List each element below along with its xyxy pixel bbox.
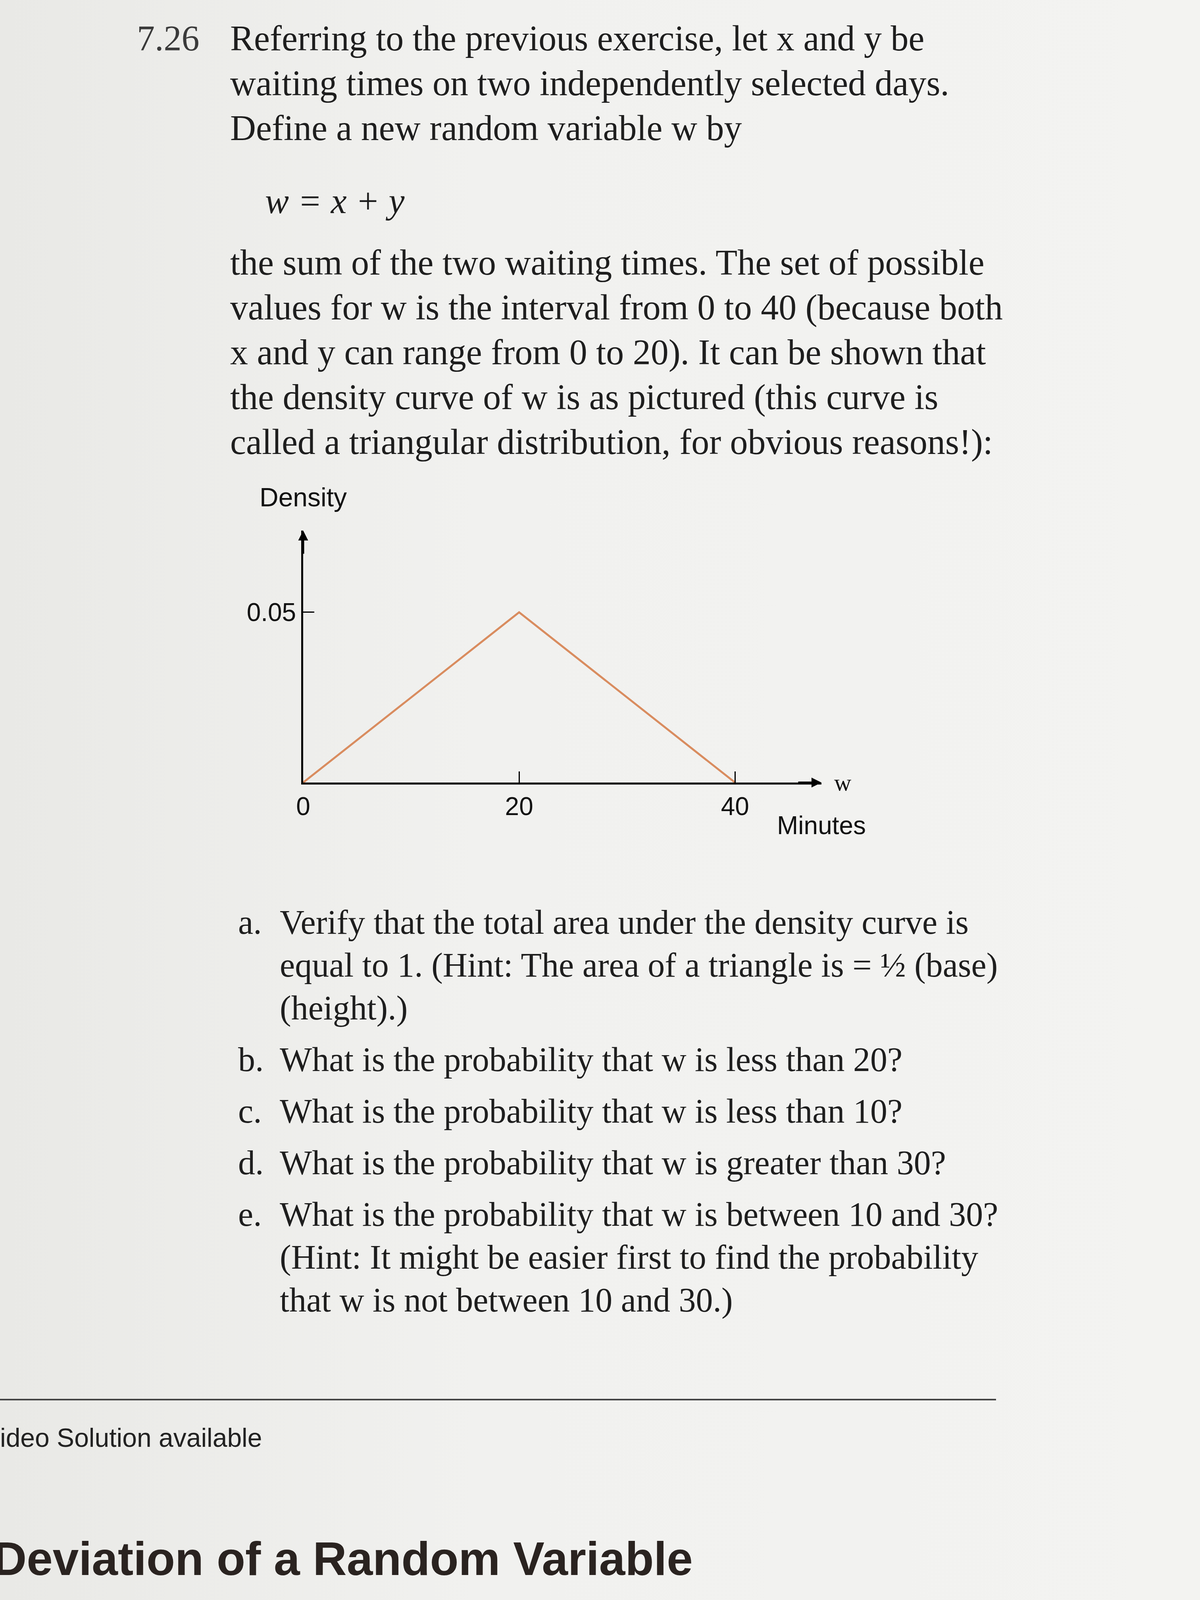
html-text:What is the probability that w: What is the probability that w is betwee…: [279, 1195, 999, 1320]
html-text:ideo Solution available: ideo Solution available: [0, 1423, 263, 1453]
svg-text:w: w: [834, 769, 852, 796]
html-text:Verify that the total area und: Verify that the total area under the den…: [279, 903, 998, 1027]
html-text:Referring to the previous exer: Referring to the previous exercise, let …: [230, 18, 950, 148]
html-text:What is the probability that w: What is the probability that w is greate…: [279, 1143, 946, 1182]
svg-text:0.05: 0.05: [246, 598, 297, 627]
html-text:7.26: 7.26: [136, 18, 200, 58]
html-text:b.: b.: [238, 1040, 264, 1079]
svg-text:40: 40: [721, 792, 750, 821]
html-text:What is the probability that w: What is the probability that w is less t…: [279, 1092, 903, 1131]
svg-text:20: 20: [505, 792, 534, 821]
html-text:d.: d.: [238, 1143, 264, 1182]
html-text:the sum of the two waiting tim: the sum of the two waiting times. The se…: [230, 242, 1003, 462]
html-text:w = x + y: w = x + y: [265, 181, 405, 221]
html-text:a.: a.: [238, 903, 262, 942]
svg-text:0: 0: [296, 792, 311, 821]
svg-text:Density: Density: [259, 482, 347, 512]
html-text:What is the probability that w: What is the probability that w is less t…: [279, 1040, 903, 1079]
html-text:e.: e.: [238, 1195, 262, 1234]
svg-text:Minutes: Minutes: [776, 811, 866, 840]
html-text:c.: c.: [238, 1092, 262, 1131]
